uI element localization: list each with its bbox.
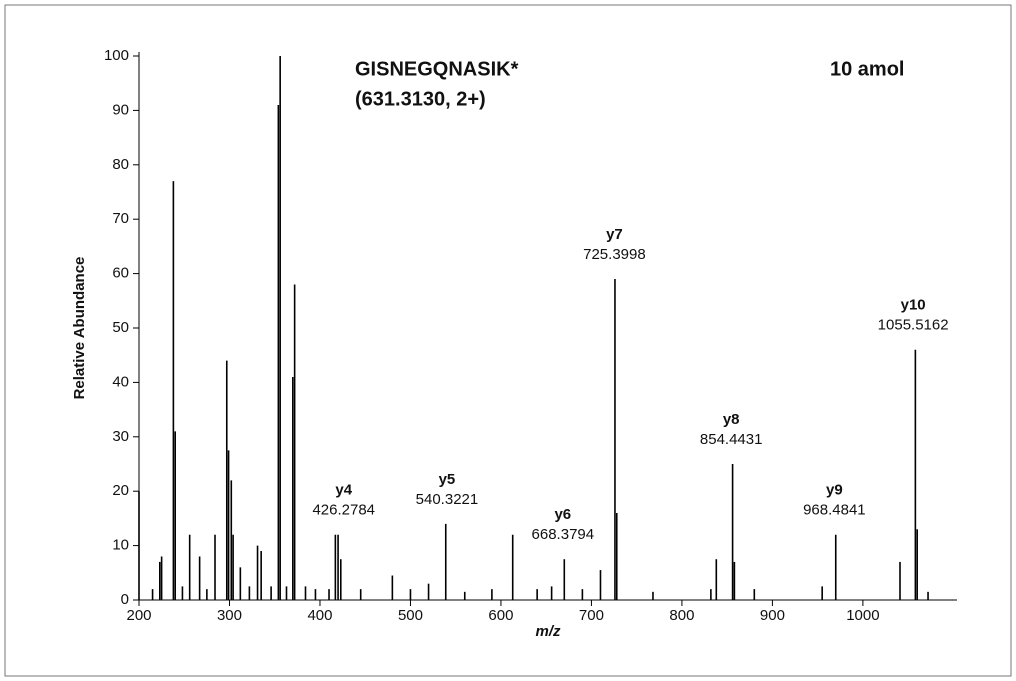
frame bbox=[4, 4, 1012, 677]
peak-ion-label: y5 bbox=[439, 471, 456, 488]
x-tick-label: 1000 bbox=[846, 607, 879, 624]
y-tick-label: 20 bbox=[112, 482, 129, 499]
peak-mass-label: 725.3998 bbox=[583, 246, 646, 263]
chart-subtitle: (631.3130, 2+) bbox=[355, 88, 486, 110]
y-tick-label: 100 bbox=[104, 47, 129, 64]
peak-ion-label: y6 bbox=[554, 506, 571, 523]
y-tick-label: 0 bbox=[121, 591, 129, 608]
peak-ion-label: y9 bbox=[826, 482, 843, 499]
peak-mass-label: 1055.5162 bbox=[878, 317, 949, 334]
x-tick-label: 400 bbox=[307, 607, 332, 624]
annotation: 10 amol bbox=[830, 58, 904, 80]
y-tick-label: 50 bbox=[112, 319, 129, 336]
peak-ion-label: y4 bbox=[335, 482, 352, 499]
x-tick-label: 700 bbox=[579, 607, 604, 624]
peak-mass-label: 668.3794 bbox=[532, 526, 595, 543]
peak-ion-label: y10 bbox=[901, 297, 926, 314]
peak-ion-label: y8 bbox=[723, 411, 740, 428]
x-tick-label: 300 bbox=[217, 607, 242, 624]
x-tick-label: 800 bbox=[669, 607, 694, 624]
y-axis-label: Relative Abundance bbox=[71, 257, 88, 400]
y-tick-label: 10 bbox=[112, 537, 129, 554]
peak-ion-label: y7 bbox=[606, 226, 623, 243]
y-tick-label: 80 bbox=[112, 156, 129, 173]
x-tick-label: 200 bbox=[126, 607, 151, 624]
chart-title: GISNEGQNASIK* bbox=[355, 58, 519, 80]
y-tick-label: 30 bbox=[112, 428, 129, 445]
x-tick-label: 500 bbox=[398, 607, 423, 624]
x-tick-label: 600 bbox=[488, 607, 513, 624]
y-tick-label: 40 bbox=[112, 373, 129, 390]
y-tick-label: 90 bbox=[112, 101, 129, 118]
x-tick-label: 900 bbox=[760, 607, 785, 624]
y-tick-label: 70 bbox=[112, 210, 129, 227]
peak-mass-label: 854.4431 bbox=[700, 431, 763, 448]
peak-mass-label: 426.2784 bbox=[312, 502, 375, 519]
x-axis-label: m/z bbox=[535, 623, 561, 640]
peak-mass-label: 540.3221 bbox=[416, 491, 479, 508]
peak-mass-label: 968.4841 bbox=[803, 502, 866, 519]
y-tick-label: 60 bbox=[112, 265, 129, 282]
